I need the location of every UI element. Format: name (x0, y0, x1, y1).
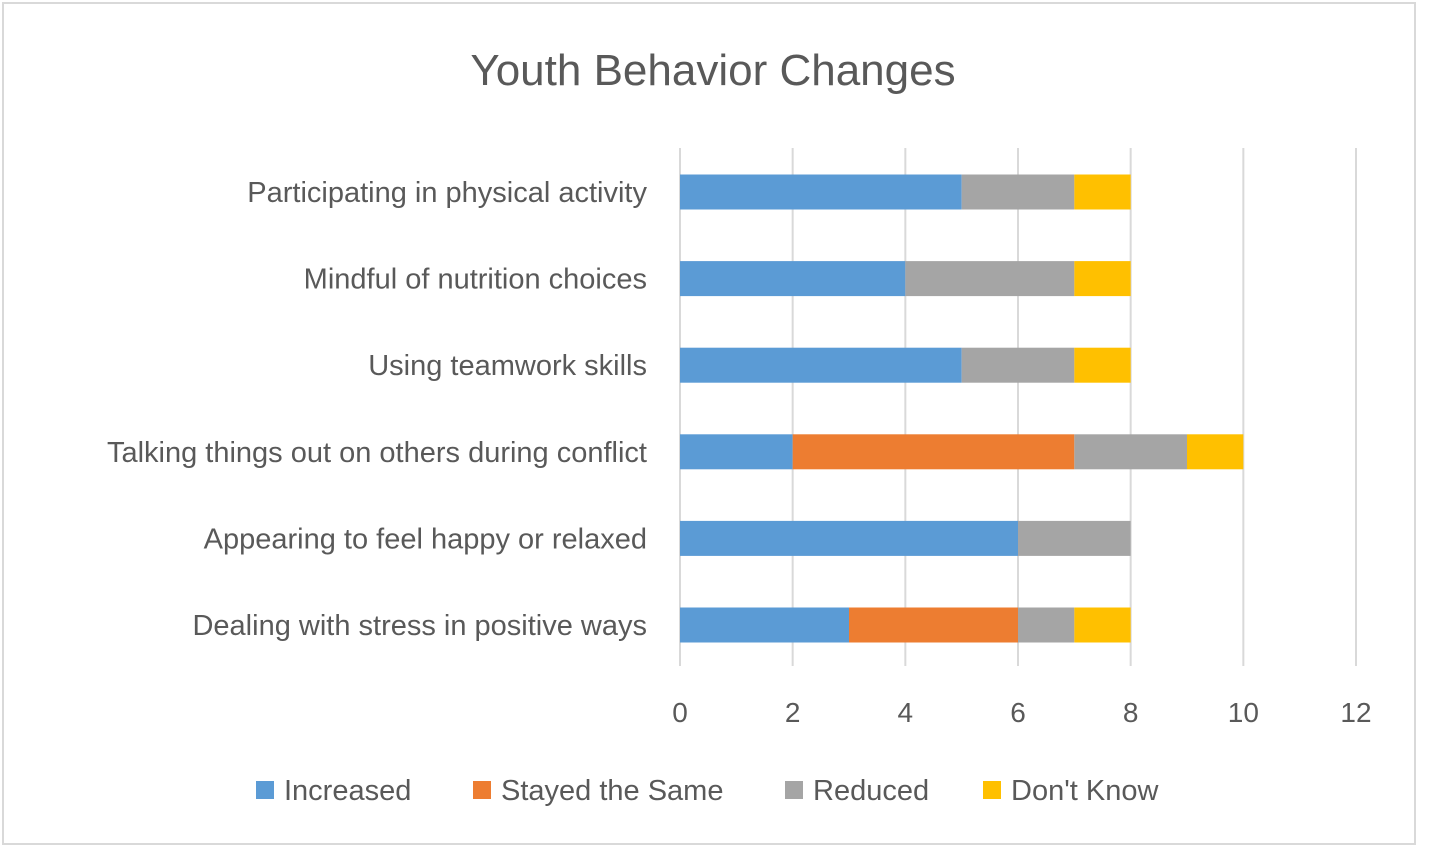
legend-swatch (256, 781, 274, 799)
bar-segment (680, 174, 962, 210)
category-label: Using teamwork skills (368, 350, 647, 382)
bar-segment (680, 347, 962, 383)
bar-segment (1018, 607, 1075, 643)
x-tick-label: 6 (1010, 697, 1026, 728)
category-label: Appearing to feel happy or relaxed (204, 523, 647, 555)
x-tick-label: 2 (785, 697, 801, 728)
x-axis-ticks: 0 2 4 6 8 10 12 (672, 697, 1371, 728)
bar-segment (1074, 174, 1131, 210)
bar-segment (1074, 607, 1131, 643)
bar-segment (961, 347, 1075, 383)
category-label: Talking things out on others during conf… (107, 437, 647, 469)
legend-swatch (473, 781, 491, 799)
x-tick-label: 10 (1228, 697, 1259, 728)
category-label: Mindful of nutrition choices (304, 264, 647, 296)
legend-label: Reduced (813, 775, 929, 807)
bar-segment (961, 174, 1075, 210)
bar-segment (680, 434, 793, 470)
legend-swatch (785, 781, 803, 799)
x-tick-label: 12 (1340, 697, 1371, 728)
bar-segment (680, 520, 1018, 556)
bar-segment (680, 607, 849, 643)
legend-label: Increased (284, 775, 411, 807)
bar-segment (680, 261, 906, 297)
bar-segment (1074, 261, 1131, 297)
x-tick-label: 8 (1123, 697, 1139, 728)
bar-segment (1018, 520, 1131, 556)
bar-segment (849, 607, 1018, 643)
legend-label: Stayed the Same (501, 775, 723, 807)
category-label: Participating in physical activity (247, 177, 647, 209)
category-label: Dealing with stress in positive ways (192, 610, 647, 642)
x-tick-label: 4 (898, 697, 914, 728)
legend-label: Don't Know (1011, 775, 1159, 807)
legend: Increased Stayed the Same Reduced Don't Kno… (256, 775, 1159, 807)
bars (680, 174, 1244, 643)
x-tick-label: 0 (672, 697, 688, 728)
legend-swatch (983, 781, 1001, 799)
category-labels: Participating in physical activity Mindfu… (107, 177, 648, 642)
chart-title: Youth Behavior Changes (470, 46, 955, 95)
bar-segment (792, 434, 1075, 470)
gridlines (679, 148, 1357, 666)
bar-segment (1187, 434, 1244, 470)
bar-segment (1074, 434, 1187, 470)
bar-segment (1074, 347, 1131, 383)
bar-segment (905, 261, 1075, 297)
